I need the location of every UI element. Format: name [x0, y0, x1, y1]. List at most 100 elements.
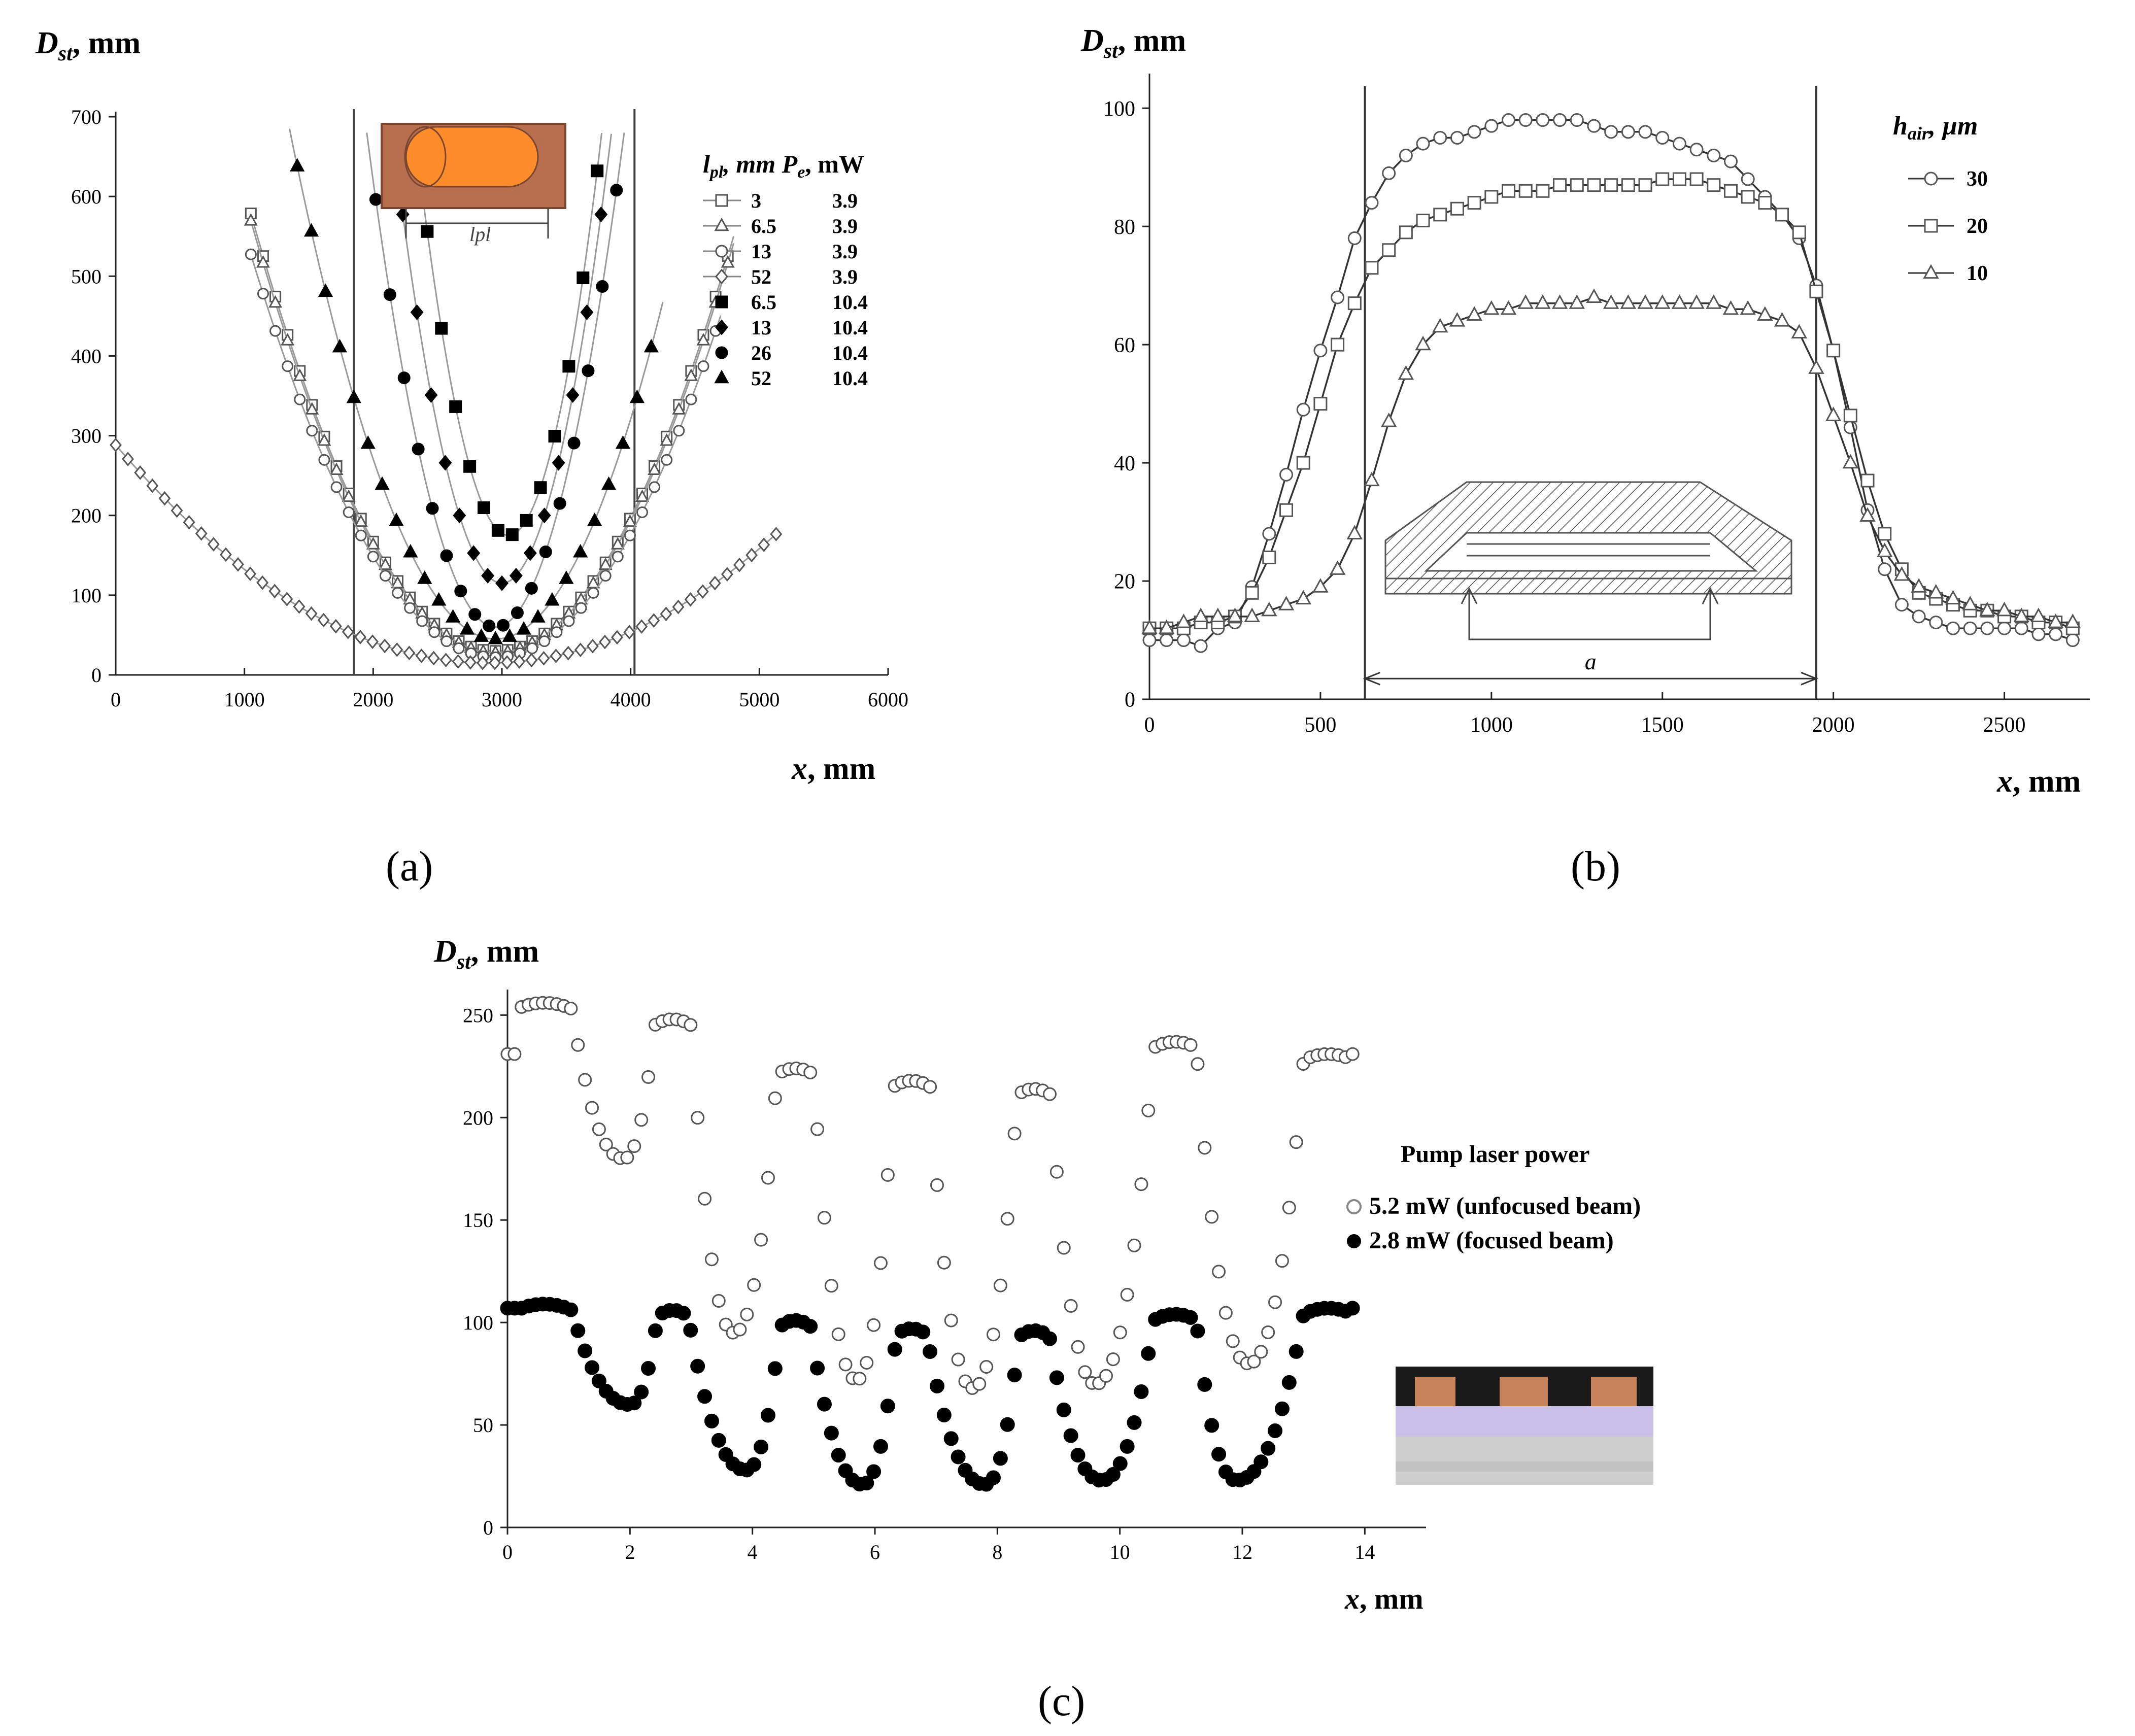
series-10-point	[2047, 614, 2064, 628]
series-0-point	[1120, 1287, 1134, 1302]
series-0-point	[599, 1137, 613, 1151]
series-5-point	[523, 545, 537, 561]
series-20-point	[1587, 178, 1601, 192]
legend-marker-3	[715, 268, 728, 285]
panel-b-ylabel: Dst, mm	[1080, 23, 1186, 63]
legend-lpl-3: 52	[751, 265, 771, 288]
y-tick-label: 150	[463, 1209, 493, 1232]
legend-marker-5	[715, 319, 728, 335]
series-1-point	[831, 1448, 846, 1463]
series-0-point	[641, 1070, 656, 1084]
series-2-point	[416, 615, 428, 627]
series-3-point	[268, 584, 281, 599]
series-7-point	[417, 570, 432, 584]
series-1-point	[859, 1476, 874, 1491]
series-0-point	[1345, 1047, 1360, 1061]
panel-b: Dst, mm x, mm 0 500 1000 1500 2000 2500 0 20 40 6…	[1080, 23, 2090, 799]
series-4-point	[421, 225, 434, 238]
series-30-point	[2065, 633, 2080, 648]
series-4-point	[577, 271, 590, 285]
series-7-point	[643, 338, 659, 353]
series-1-point	[1127, 1415, 1142, 1430]
series-30-point	[1399, 148, 1413, 162]
series-20-point	[1878, 527, 1892, 541]
series-0-point	[1007, 1127, 1022, 1141]
series-10-point	[1740, 300, 1756, 315]
series-0-point	[824, 1279, 838, 1293]
series-2-point	[563, 615, 575, 627]
series-1-point	[660, 433, 674, 446]
series-20-point	[1672, 172, 1686, 186]
panel-b-legend: hair, µm 30 20 10	[1893, 112, 1988, 285]
series-3-point	[183, 515, 195, 530]
series-7-point	[615, 435, 631, 449]
series-0-point	[853, 1372, 867, 1386]
x-tick-label: 2	[625, 1541, 635, 1563]
series-0-point	[1043, 1087, 1057, 1101]
series-3-point	[403, 645, 416, 661]
dimension-arrow-left	[1363, 671, 1381, 686]
panel-c-tick-labels: 0 2 4 6 8 10 12 14 0 50 100 150 200 250	[463, 1004, 1375, 1563]
series-1-point	[611, 537, 625, 550]
inset-substrate	[1384, 577, 1792, 595]
series-1-point	[866, 1464, 882, 1479]
y-tick-label: 250	[463, 1004, 493, 1027]
series-3-point	[158, 491, 171, 506]
series-0-point	[880, 1168, 895, 1182]
series-2-point	[392, 587, 404, 599]
series-0-point	[747, 1278, 761, 1292]
series-0-point	[1000, 1212, 1014, 1226]
series-2-point	[612, 551, 624, 563]
series-1-point	[648, 1323, 663, 1338]
legend-pe-2: 3.9	[832, 240, 858, 263]
series-3-point	[439, 653, 452, 668]
series-0-point	[585, 1101, 599, 1115]
series-0-point	[1218, 1306, 1233, 1320]
series-20-point	[1347, 296, 1362, 311]
legend-label-30: 30	[1967, 167, 1988, 191]
series-1-point	[591, 1373, 606, 1388]
series-5-point	[509, 567, 523, 584]
panel-c: Dst, mm x, mm 0 2 4 6 8 10 12 14 0 50 100 150 200 250…	[433, 934, 1653, 1615]
series-4-point	[435, 322, 448, 335]
series-1-point	[923, 1344, 938, 1359]
series-2-point	[440, 635, 453, 648]
series-5-point	[552, 455, 565, 471]
series-1-point	[916, 1324, 931, 1340]
series-0-point	[571, 1038, 585, 1052]
series-10-point	[1517, 294, 1534, 309]
series-3-point	[207, 537, 220, 552]
series-7-point	[601, 476, 617, 490]
series-0-point	[937, 1255, 951, 1270]
series-0-point	[867, 1318, 881, 1332]
series-30-point	[1347, 231, 1362, 245]
panel-a: Dst, mm x, mm 0 1000 2000 3000 4000 5000 60000…	[35, 26, 908, 786]
series-1-point	[1134, 1384, 1149, 1400]
series-1-point	[803, 1319, 818, 1334]
series-0-point	[592, 1122, 606, 1136]
series-4-point	[534, 481, 547, 494]
series-1-point	[648, 462, 662, 475]
series-10-point	[2013, 607, 2029, 623]
series-30-point	[1707, 148, 1721, 162]
series-0-point	[754, 1233, 768, 1247]
series-5-point	[580, 304, 594, 320]
series-20-point	[1518, 184, 1533, 198]
series-6-point	[582, 364, 595, 378]
series-0-point	[1127, 1238, 1141, 1252]
y-tick-label: 400	[71, 345, 101, 367]
legend-filled-circle-marker	[1347, 1234, 1361, 1248]
series-4-point	[562, 360, 575, 373]
series-5-point	[424, 387, 438, 403]
series-30-point	[1467, 125, 1481, 139]
series-10-point	[1380, 413, 1397, 427]
series-2-point	[269, 325, 282, 337]
series-10-point	[1175, 614, 1192, 628]
fit-curve-series-6	[366, 132, 625, 628]
series-20-point	[1536, 184, 1550, 198]
x-tick-label: 3000	[482, 688, 522, 711]
dimension-label-a: a	[1585, 649, 1597, 674]
series-20-point	[1553, 178, 1567, 192]
series-3-point	[354, 630, 366, 644]
series-2-point	[649, 481, 661, 493]
